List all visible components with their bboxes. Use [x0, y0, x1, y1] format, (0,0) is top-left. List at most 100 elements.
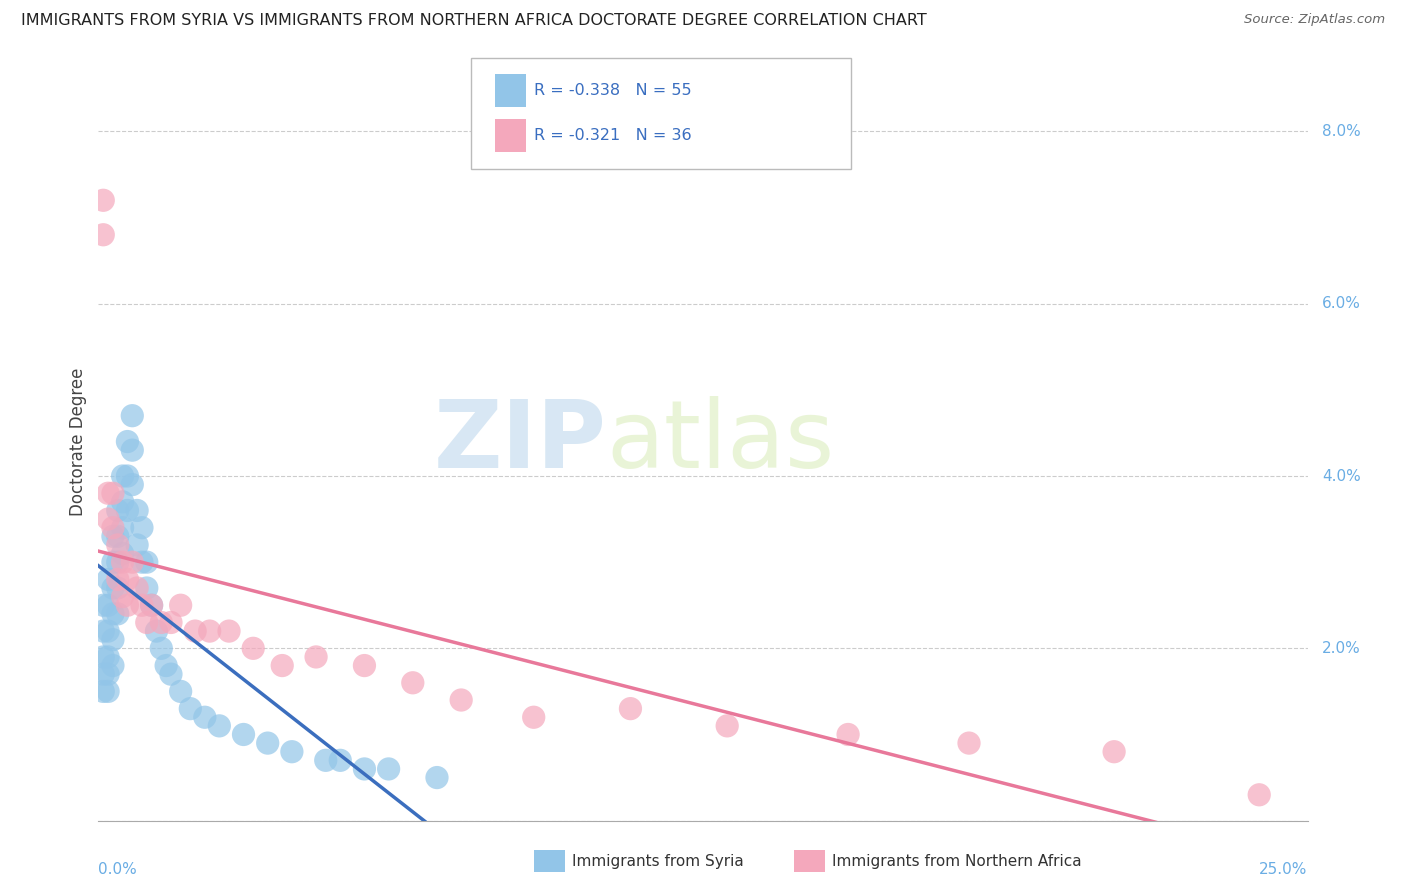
Point: [107, 581, 129, 595]
Point: [135, 615, 157, 630]
Point: [242, 641, 264, 656]
Point: [101, 581, 124, 595]
Point: [208, 719, 231, 733]
Text: Source: ZipAtlas.com: Source: ZipAtlas.com: [1244, 13, 1385, 27]
Point: [97, 573, 120, 587]
Point: [117, 434, 139, 449]
Point: [619, 701, 641, 715]
Point: [131, 521, 153, 535]
Point: [111, 521, 134, 535]
Point: [91, 684, 114, 698]
Point: [155, 658, 177, 673]
Text: IMMIGRANTS FROM SYRIA VS IMMIGRANTS FROM NORTHERN AFRICA DOCTORATE DEGREE CORREL: IMMIGRANTS FROM SYRIA VS IMMIGRANTS FROM…: [21, 13, 927, 29]
Point: [107, 607, 129, 621]
Point: [353, 762, 375, 776]
Text: 0.0%: 0.0%: [98, 863, 138, 878]
Point: [1102, 745, 1125, 759]
Point: [121, 409, 143, 423]
Point: [232, 727, 254, 741]
Text: 6.0%: 6.0%: [1322, 296, 1361, 311]
Point: [107, 573, 129, 587]
Point: [111, 555, 134, 569]
Point: [117, 469, 139, 483]
Point: [91, 227, 114, 242]
Point: [131, 555, 153, 569]
Point: [107, 555, 129, 569]
Point: [160, 667, 183, 681]
Point: [97, 624, 120, 639]
Point: [402, 675, 425, 690]
Point: [426, 771, 449, 785]
Point: [160, 615, 183, 630]
Point: [97, 512, 120, 526]
Point: [127, 503, 149, 517]
Point: [837, 727, 859, 741]
Text: ZIP: ZIP: [433, 395, 606, 488]
Point: [145, 624, 167, 639]
Point: [117, 573, 139, 587]
Point: [97, 486, 120, 500]
Point: [127, 538, 149, 552]
Y-axis label: Doctorate Degree: Doctorate Degree: [69, 368, 87, 516]
Point: [450, 693, 472, 707]
Point: [101, 521, 124, 535]
Point: [198, 624, 221, 639]
Point: [97, 649, 120, 664]
Text: 2.0%: 2.0%: [1322, 640, 1361, 656]
Point: [218, 624, 240, 639]
Text: Immigrants from Northern Africa: Immigrants from Northern Africa: [832, 855, 1083, 869]
Point: [281, 745, 304, 759]
Point: [135, 581, 157, 595]
Point: [101, 658, 124, 673]
Point: [179, 701, 201, 715]
Point: [377, 762, 399, 776]
Point: [91, 194, 114, 208]
Point: [150, 641, 173, 656]
Point: [957, 736, 980, 750]
Point: [353, 658, 375, 673]
Text: 25.0%: 25.0%: [1260, 863, 1308, 878]
Point: [1249, 788, 1271, 802]
Point: [101, 607, 124, 621]
Point: [107, 503, 129, 517]
Point: [97, 667, 120, 681]
Point: [101, 486, 124, 500]
Point: [194, 710, 217, 724]
Point: [91, 649, 114, 664]
Text: Immigrants from Syria: Immigrants from Syria: [572, 855, 744, 869]
Point: [127, 581, 149, 595]
Point: [135, 555, 157, 569]
Point: [716, 719, 738, 733]
Text: R = -0.321   N = 36: R = -0.321 N = 36: [534, 128, 692, 143]
Point: [91, 667, 114, 681]
Point: [271, 658, 294, 673]
Point: [91, 599, 114, 613]
Point: [117, 503, 139, 517]
Point: [107, 529, 129, 543]
Point: [97, 684, 120, 698]
Text: atlas: atlas: [606, 395, 835, 488]
Point: [141, 599, 163, 613]
Point: [315, 753, 337, 767]
Point: [97, 599, 120, 613]
Text: 4.0%: 4.0%: [1322, 468, 1361, 483]
Point: [117, 599, 139, 613]
Point: [91, 624, 114, 639]
Point: [121, 555, 143, 569]
Text: 8.0%: 8.0%: [1322, 124, 1361, 139]
Point: [141, 599, 163, 613]
Point: [111, 469, 134, 483]
Point: [169, 599, 191, 613]
Point: [101, 632, 124, 647]
Point: [329, 753, 352, 767]
Point: [256, 736, 278, 750]
Point: [111, 590, 134, 604]
Point: [305, 649, 328, 664]
Point: [169, 684, 191, 698]
Point: [111, 547, 134, 561]
Point: [150, 615, 173, 630]
Point: [101, 529, 124, 543]
Point: [101, 555, 124, 569]
Point: [184, 624, 207, 639]
Point: [121, 443, 143, 458]
